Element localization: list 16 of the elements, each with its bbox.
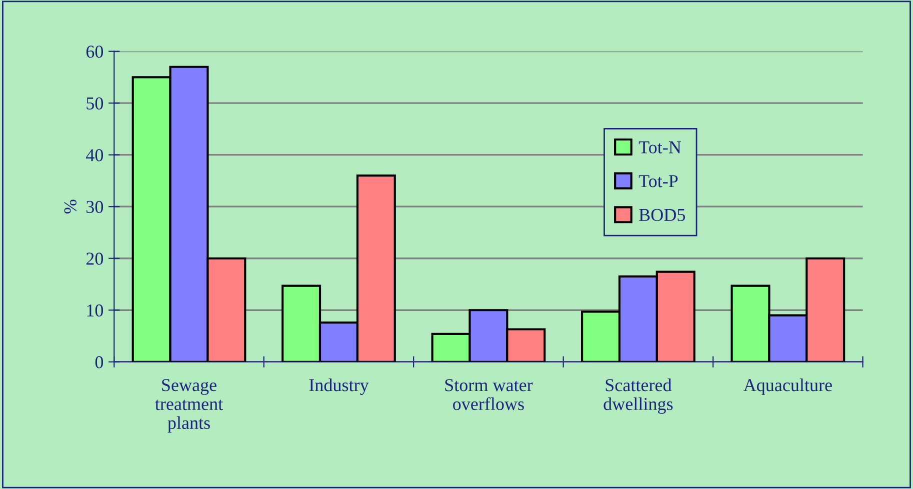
- y-tick-label: 50: [86, 97, 104, 110]
- y-tick-label: 20: [86, 252, 104, 265]
- x-tick-label: Aquaculture: [743, 378, 832, 395]
- y-axis-title: %: [64, 200, 76, 214]
- legend-label: Tot-N: [638, 141, 681, 154]
- y-tick-label: 0: [95, 356, 104, 368]
- y-tick-label: 30: [86, 200, 104, 214]
- x-tick-label: Scattered dwellings: [604, 378, 673, 414]
- x-tick-label: Industry: [309, 378, 369, 395]
- x-tick-label: Sewage treatment plants: [155, 379, 223, 433]
- legend-label: BOD5: [639, 208, 685, 222]
- y-tick-label: 10: [87, 304, 104, 317]
- x-tick-label: Storm water overflows: [445, 379, 533, 410]
- y-tick-label: 60: [86, 46, 104, 58]
- y-tick-label: 40: [86, 149, 104, 162]
- legend-label: Tot-P: [638, 175, 678, 188]
